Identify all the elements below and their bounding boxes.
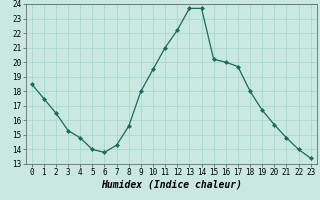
X-axis label: Humidex (Indice chaleur): Humidex (Indice chaleur) xyxy=(101,180,242,190)
